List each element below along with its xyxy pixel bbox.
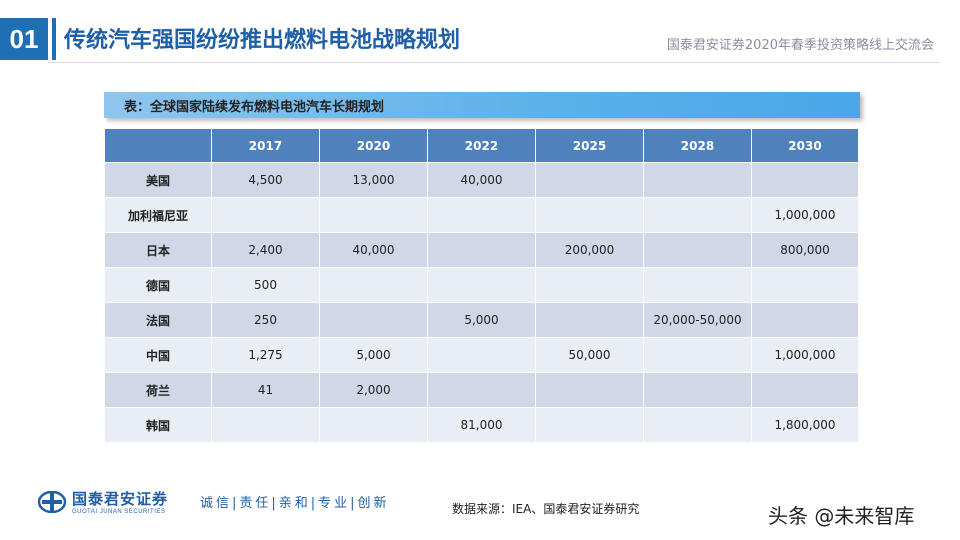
logo-name-cn: 国泰君安证券 (72, 490, 169, 508)
table-cell (535, 267, 644, 303)
table-cell: 40,000 (427, 162, 536, 198)
table-cell (643, 267, 752, 303)
row-label: 中国 (104, 337, 212, 373)
company-slogan: 诚信|责任|亲和|专业|创新 (200, 496, 390, 511)
table-cell (643, 372, 752, 408)
table-cell (427, 197, 536, 233)
table-cell: 1,000,000 (751, 197, 859, 233)
table-cell (751, 267, 859, 303)
table-cell (427, 372, 536, 408)
table-cell: 2,000 (319, 372, 428, 408)
row-label: 日本 (104, 232, 212, 268)
row-label: 加利福尼亚 (104, 197, 212, 233)
table-cell: 500 (211, 267, 320, 303)
column-header: 2020 (319, 128, 428, 163)
table-cell: 1,800,000 (751, 407, 859, 443)
table-cell: 50,000 (535, 337, 644, 373)
table-cell (427, 337, 536, 373)
logo-name-en: GUOTAI JUNAN SECURITIES (72, 509, 166, 515)
table-cell (643, 162, 752, 198)
column-header: 2025 (535, 128, 644, 163)
table-cell (643, 197, 752, 233)
data-source-note: 数据来源：IEA、国泰君安证券研究 (452, 502, 640, 516)
header-subtitle: 国泰君安证券2020年春季投资策略线上交流会 (666, 38, 934, 53)
table-cell (535, 197, 644, 233)
table-cell (751, 302, 859, 338)
section-number: 01 (0, 18, 48, 60)
table-caption: 表：全球国家陆续发布燃料电池汽车长期规划 (124, 100, 385, 115)
table-cell (643, 337, 752, 373)
table-cell (751, 162, 859, 198)
row-label: 德国 (104, 267, 212, 303)
table-cell: 1,275 (211, 337, 320, 373)
table-cell: 800,000 (751, 232, 859, 268)
table-row: 荷兰 41 2,000 (104, 372, 859, 408)
table-row: 加利福尼亚 1,000,000 (104, 197, 859, 233)
table-cell: 4,500 (211, 162, 320, 198)
column-header (104, 128, 212, 163)
table-cell (319, 407, 428, 443)
section-divider (52, 18, 56, 60)
table-cell: 81,000 (427, 407, 536, 443)
table-cell: 250 (211, 302, 320, 338)
table-cell (211, 197, 320, 233)
table-cell (319, 267, 428, 303)
table-caption-bar: 表：全球国家陆续发布燃料电池汽车长期规划 (104, 92, 860, 118)
column-header: 2030 (751, 128, 859, 163)
table-row: 法国 250 5,000 20,000-50,000 (104, 302, 859, 338)
data-table: 2017 2020 2022 2025 2028 2030 美国 4,500 1… (104, 128, 859, 443)
table-header-row: 2017 2020 2022 2025 2028 2030 (104, 128, 859, 163)
table-cell: 5,000 (427, 302, 536, 338)
table-cell (535, 302, 644, 338)
table-cell: 13,000 (319, 162, 428, 198)
table-cell: 20,000-50,000 (643, 302, 752, 338)
watermark: 头条 @未来智库 (768, 504, 915, 528)
page-title: 传统汽车强国纷纷推出燃料电池战略规划 (64, 28, 461, 53)
row-label: 韩国 (104, 407, 212, 443)
table-cell: 5,000 (319, 337, 428, 373)
header-rule (48, 62, 940, 63)
table-row: 美国 4,500 13,000 40,000 (104, 162, 859, 198)
row-label: 荷兰 (104, 372, 212, 408)
table-cell (643, 407, 752, 443)
company-logo: 国泰君安证券 GUOTAI JUNAN SECURITIES (38, 488, 168, 515)
column-header: 2022 (427, 128, 536, 163)
table-cell (535, 372, 644, 408)
table-cell (535, 407, 644, 443)
table-cell (319, 197, 428, 233)
column-header: 2028 (643, 128, 752, 163)
table-cell (751, 372, 859, 408)
table-cell: 1,000,000 (751, 337, 859, 373)
row-label: 美国 (104, 162, 212, 198)
column-header: 2017 (211, 128, 320, 163)
table-cell: 200,000 (535, 232, 644, 268)
table-row: 日本 2,400 40,000 200,000 800,000 (104, 232, 859, 268)
table-row: 韩国 81,000 1,800,000 (104, 407, 859, 443)
table-cell (211, 407, 320, 443)
table-cell: 41 (211, 372, 320, 408)
table-cell (535, 162, 644, 198)
logo-mark-icon (38, 490, 66, 513)
table-cell (427, 267, 536, 303)
table-cell (319, 302, 428, 338)
table-cell (427, 232, 536, 268)
table-row: 中国 1,275 5,000 50,000 1,000,000 (104, 337, 859, 373)
row-label: 法国 (104, 302, 212, 338)
table-cell: 40,000 (319, 232, 428, 268)
table-cell: 2,400 (211, 232, 320, 268)
table-cell (643, 232, 752, 268)
table-row: 德国 500 (104, 267, 859, 303)
